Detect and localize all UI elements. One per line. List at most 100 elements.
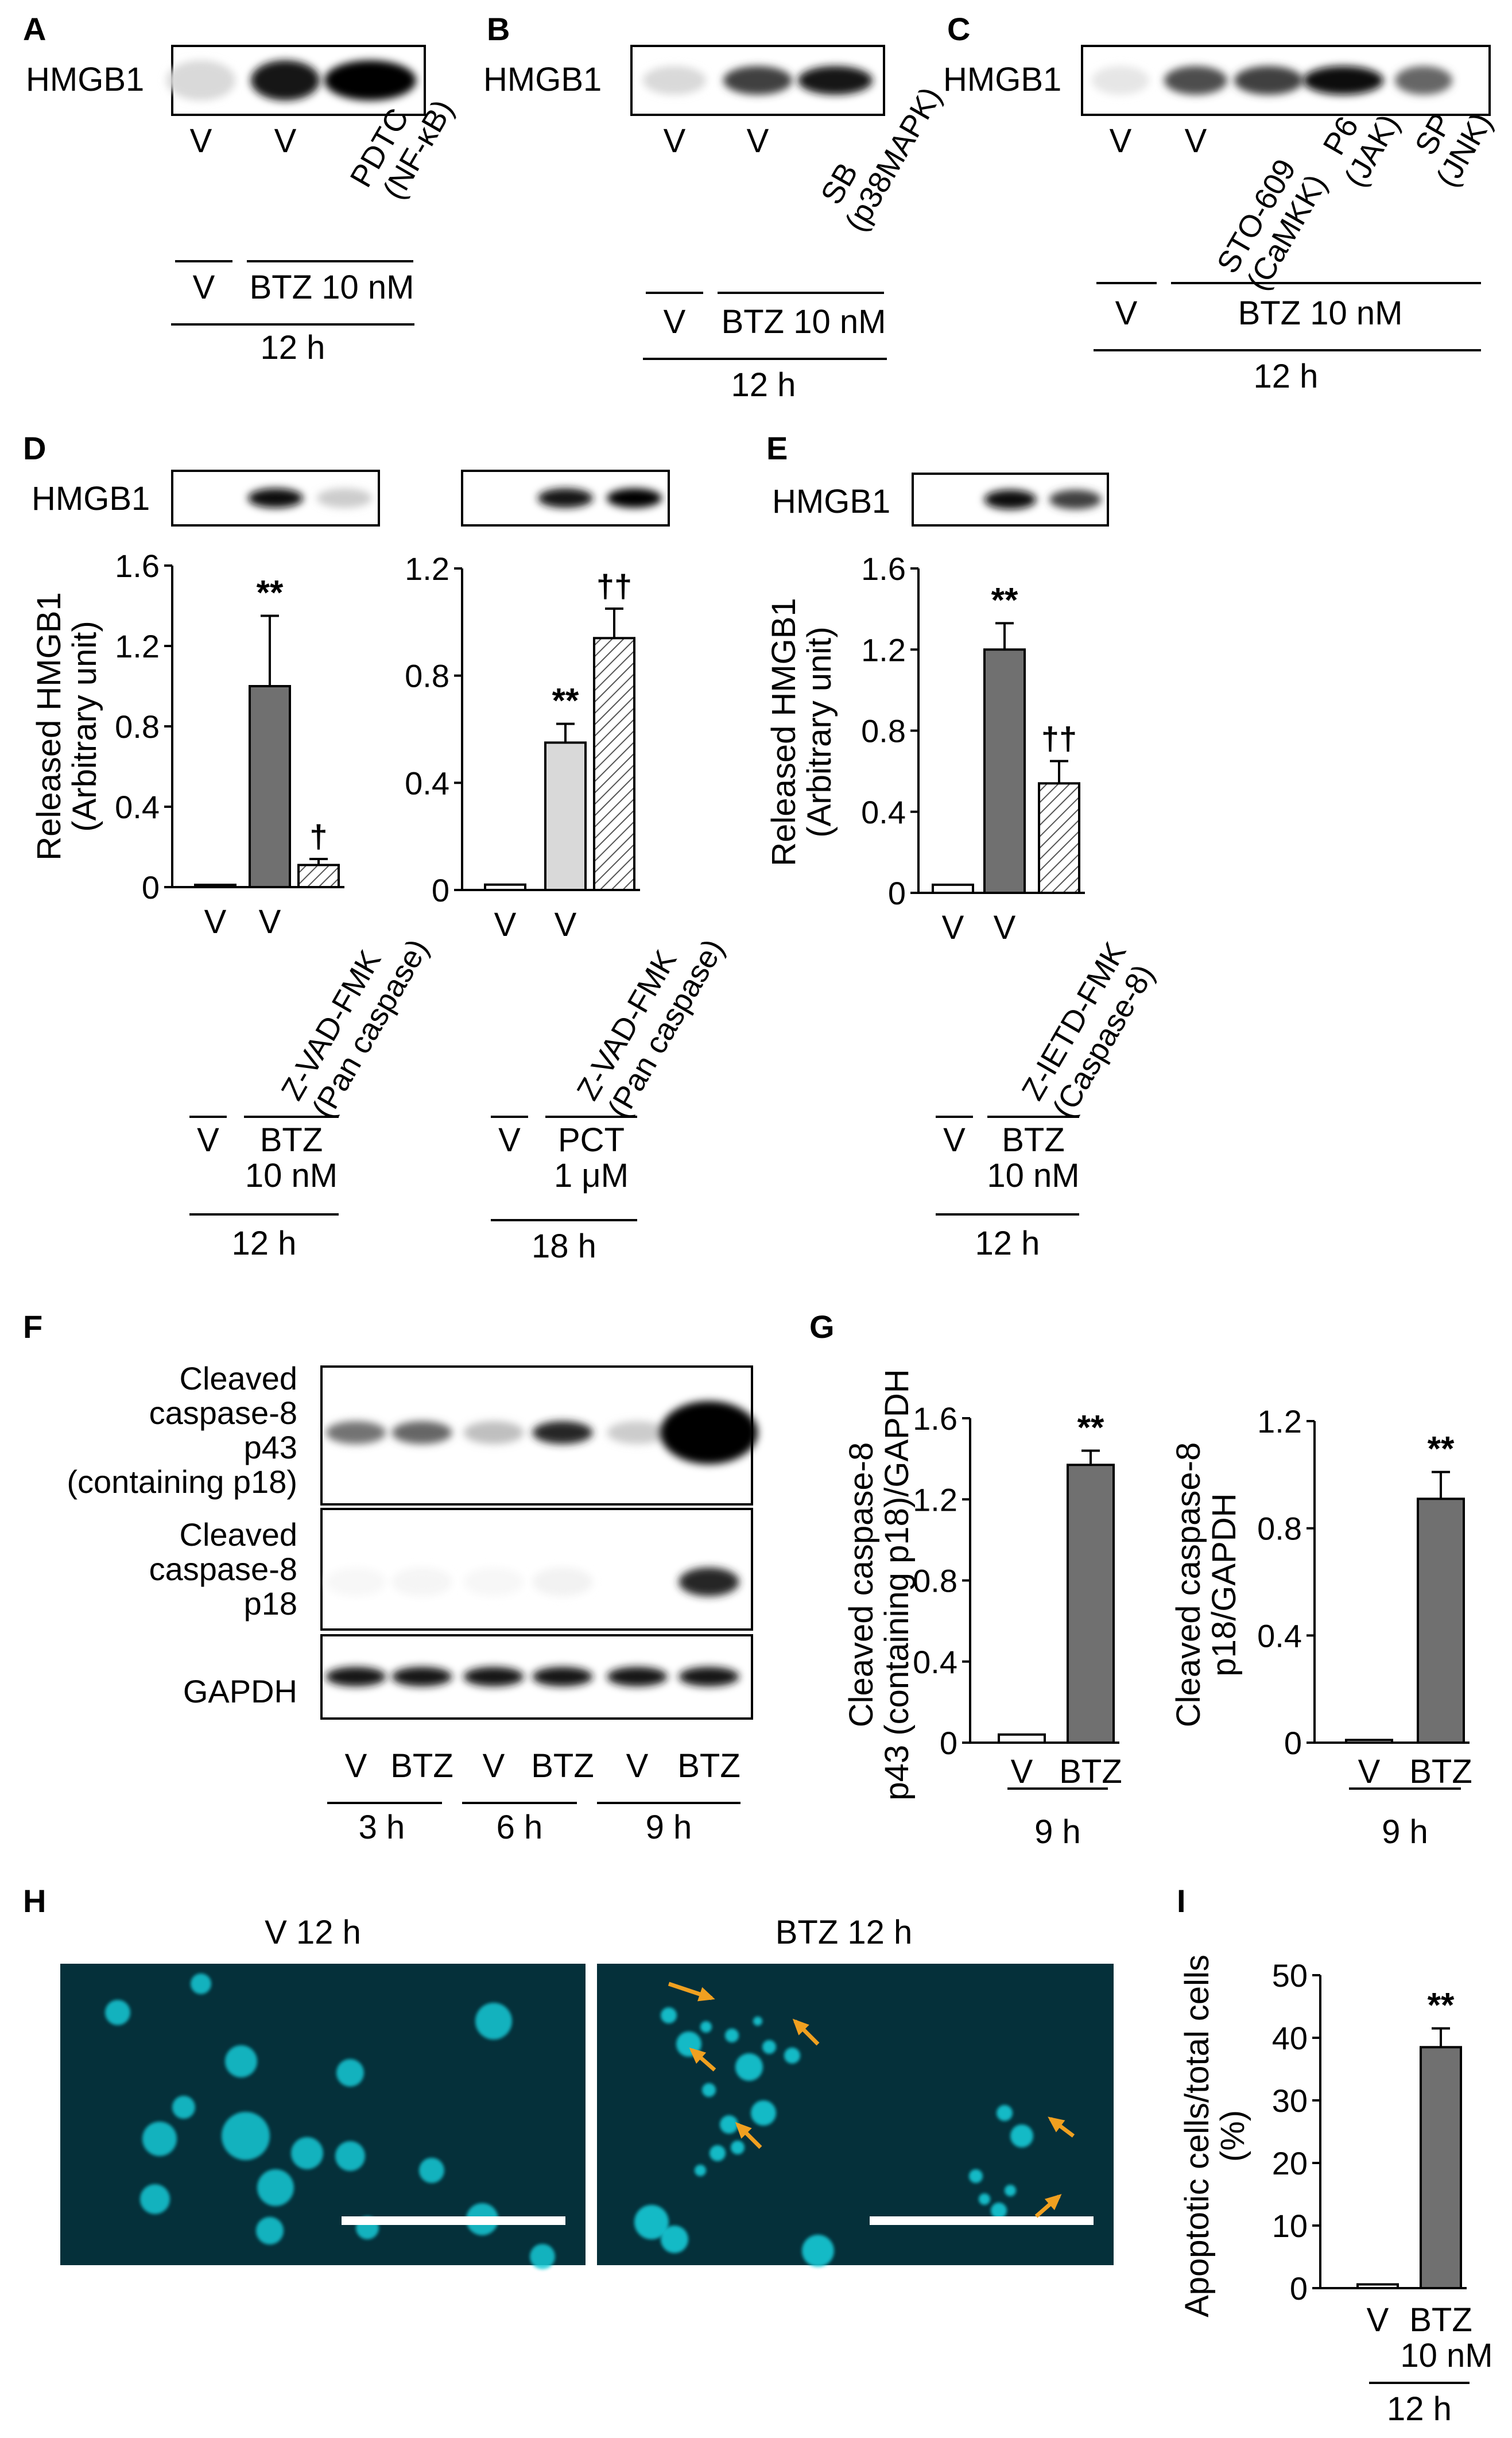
blot-band [317,488,372,508]
y-tick-label: 40 [1272,2020,1308,2056]
panel-f-band [325,1421,386,1444]
bar [484,883,526,891]
blot-band [607,488,662,508]
category-label: V [1358,1753,1381,1790]
nucleus [291,2137,323,2169]
panel-a-lane-2: V [274,122,297,160]
y-tick-label: 1.2 [1257,1403,1302,1439]
rotated-category-label: Z-VAD-FMK(Pan caspase) [274,933,435,1124]
rotated-category-label: Z-VAD-FMK(Pan caspase) [570,933,731,1124]
treatment-label: BTZ [260,1121,323,1159]
nucleus [969,2169,983,2183]
y-tick-label: 0 [142,869,160,905]
panel-f-band [679,1568,739,1596]
bar [1420,2046,1462,2290]
blot-c-band-4 [1303,66,1383,95]
panel-h-micrographs: V 12 h BTZ 12 h [60,1914,1114,2269]
y-axis-label-line: (Arbitrary unit) [801,626,838,837]
y-axis-label: Apoptotic cells/total cells(%) [1178,1955,1251,2317]
nucleus [634,2205,669,2239]
category-label: BTZ [1409,1753,1472,1790]
panel-f-blot-frame-p18 [320,1508,753,1631]
panel-c-blot-label: HMGB1 [943,61,1061,98]
treatment-label: 10 nM [245,1157,338,1194]
blot-b-band-2 [723,66,792,95]
panel-f-band [660,1401,758,1464]
nucleus [802,2235,834,2267]
panel-f-row-label: caspase-8 [149,1395,297,1431]
panel-b-treat-btz: BTZ 10 nM [722,303,886,340]
nucleus [695,2165,706,2176]
y-tick-label: 0 [1284,1725,1302,1761]
blot-label: HMGB1 [32,480,150,517]
bar [998,1733,1046,1744]
panel-f-band [391,1667,452,1686]
significance-label: †† [596,568,632,604]
panel-letter-d: D [23,430,46,466]
panel-b-lane-1: V [664,122,686,160]
panel-b-blot-label: HMGB1 [483,61,602,98]
nucleus [140,2184,170,2214]
panel-c-time: 12 h [1254,358,1319,395]
panel-f-band [532,1667,593,1686]
panel-f-lane-label: V [626,1747,649,1785]
nucleus [753,2017,762,2026]
chart-i-7: 0 10 20 30 40 50 Apoptotic cells/total cells(%… [1178,1955,1493,2428]
nucleus [751,2100,776,2126]
nucleus [661,2007,677,2023]
treatment-label: PCT [558,1121,625,1159]
orange-arrow-icon [1034,2194,1062,2218]
bar [1345,1739,1393,1744]
bar [1417,1497,1465,1744]
panel-b-lane-2: V [747,122,769,160]
nucleus [731,2141,745,2154]
panel-f-band [463,1568,524,1596]
orange-arrow-icon [735,2122,762,2149]
chart-d-0: 0 0.4 0.8 1.2 1.6 Released HMGB1(Arbitrary un… [30,470,435,1262]
panel-c-treat-v: V [1115,295,1138,332]
y-tick-label: 0.8 [115,709,160,745]
orange-arrow-icon [668,1982,715,2002]
y-tick-label: 1.2 [115,628,160,664]
panel-h-title-btz: BTZ 12 h [776,1914,913,1951]
significance-label: ** [257,574,284,612]
category-label: V [204,903,227,941]
blot-band [248,488,303,508]
blot-band [984,490,1037,509]
time-label: 9 h [1382,1813,1428,1851]
panel-b-blot: HMGB1 V V SB (p38MAPK) V BTZ 10 nM 12 h [483,45,948,404]
category-label: V [994,909,1016,946]
y-tick-label: 0 [940,1725,957,1761]
time-label: 9 h [1034,1813,1081,1851]
y-tick-label: 0 [432,872,449,908]
panel-f-lane-label: BTZ [677,1747,741,1785]
treatment-label: V [498,1121,521,1159]
panel-f-band [532,1421,593,1444]
y-tick-label: 1.2 [861,632,906,668]
y-axis-label-line: Cleaved caspase-8 [1170,1442,1207,1728]
category-label: BTZ [1059,1753,1122,1790]
panel-f-band [679,1667,739,1686]
panel-f-lane-label: BTZ [531,1747,594,1785]
panel-f-row-label: (containing p18) [67,1464,297,1500]
bar [593,637,635,892]
category-label: BTZ [1409,2301,1472,2339]
blot-b-band-3 [798,66,873,95]
y-axis-label-line: Apoptotic cells/total cells [1178,1955,1216,2317]
blot-a-band-2 [251,60,320,100]
orange-arrow-icon [689,2048,716,2072]
blot-c-band-5 [1395,66,1452,95]
y-tick-label: 0.4 [1257,1617,1302,1654]
significance-label: ** [1428,1986,1455,2025]
nucleus [256,2217,284,2244]
nucleus [700,2021,712,2033]
panel-f-row-label: p18 [244,1585,297,1622]
y-tick-label: 0.4 [913,1644,957,1680]
panel-f-row-label: caspase-8 [149,1551,297,1587]
blot-a-band-3 [324,60,416,100]
y-tick-label: 0 [1290,2270,1308,2307]
y-tick-label: 0.8 [913,1563,957,1599]
